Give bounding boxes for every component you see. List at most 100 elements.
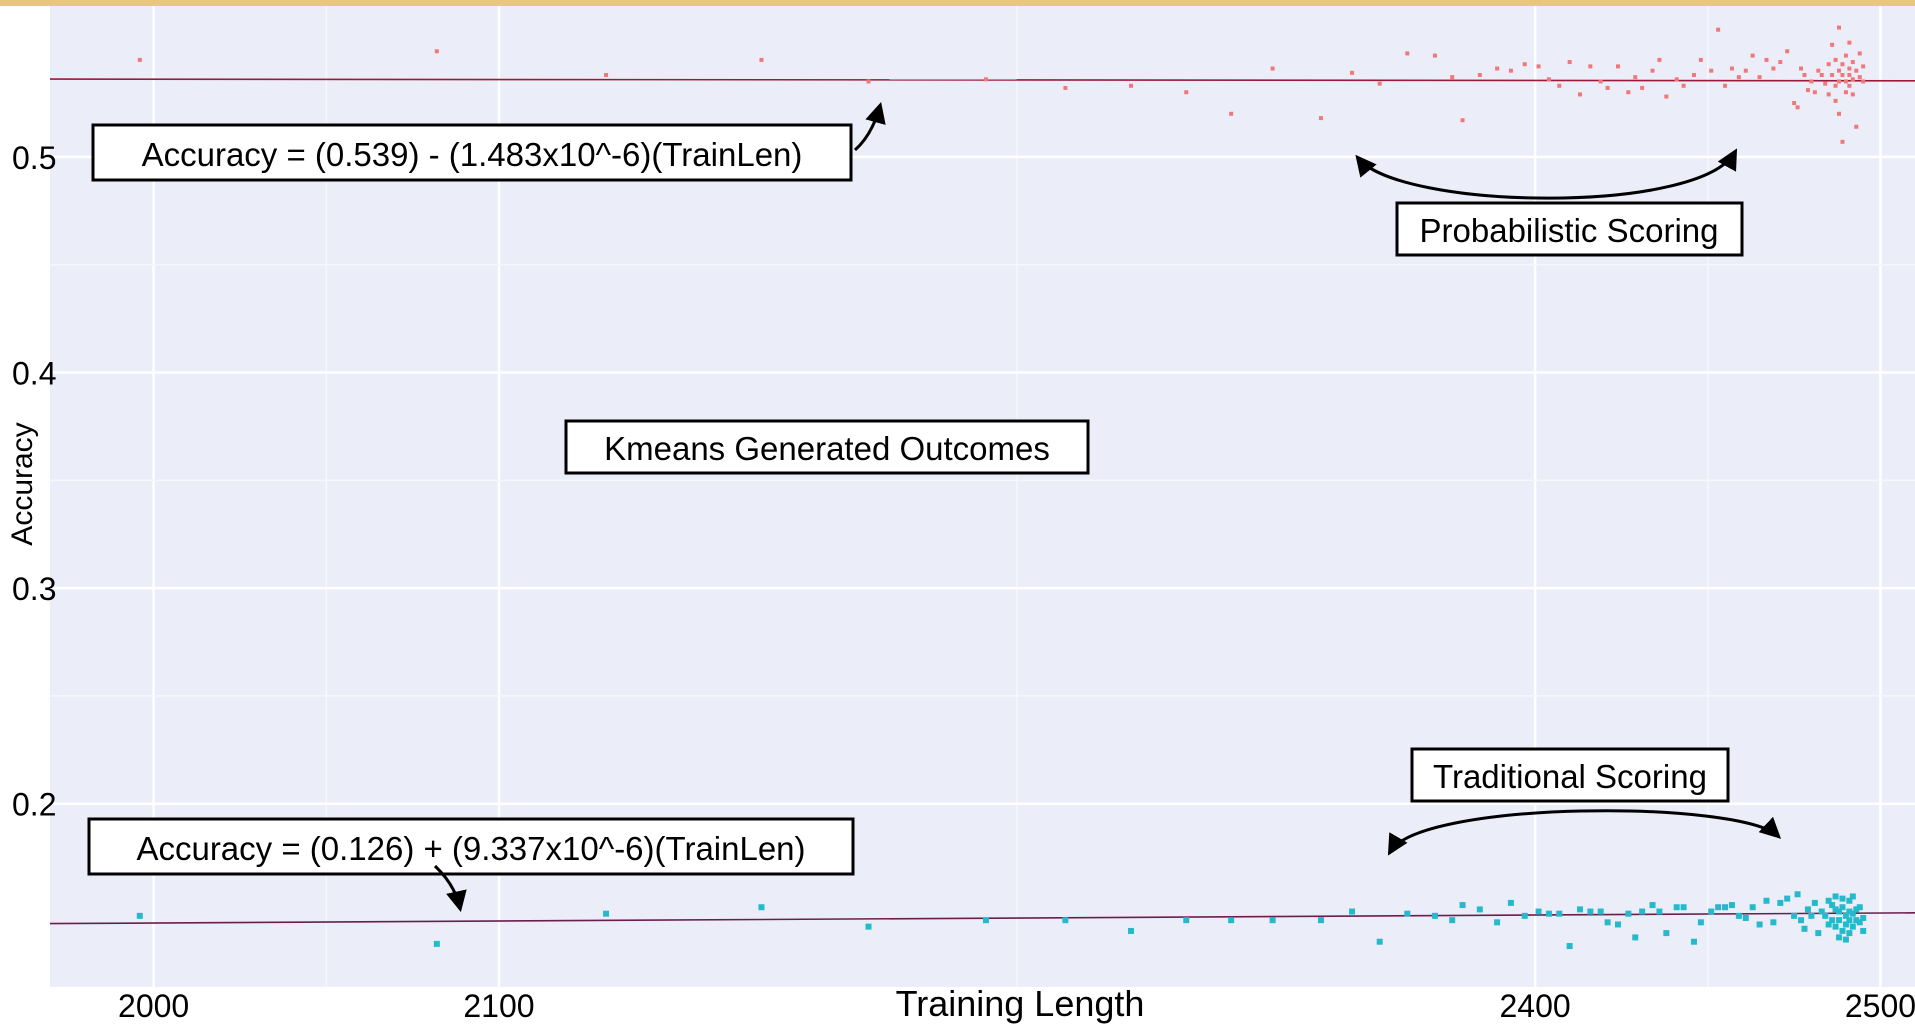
probabilistic-point — [1750, 53, 1755, 58]
probabilistic-point — [1837, 68, 1842, 73]
probabilistic-point — [1536, 64, 1541, 69]
traditional-point — [758, 904, 765, 911]
probabilistic-point — [1861, 64, 1866, 69]
probabilistic-point — [1508, 68, 1513, 73]
traditional-point — [1756, 921, 1763, 928]
traditional-point — [1822, 912, 1829, 919]
probabilistic-point — [1795, 105, 1800, 110]
traditional-fit-line — [49, 912, 1915, 925]
traditional-point — [1459, 902, 1466, 909]
kmeans-title-label: Kmeans Generated Outcomes — [604, 430, 1050, 467]
traditional-point — [1842, 921, 1849, 928]
probabilistic-point — [1546, 77, 1551, 82]
x-axis-title: Training Length — [896, 983, 1145, 1024]
traditional-point — [1808, 912, 1815, 919]
probabilistic-point — [1833, 98, 1838, 103]
traditional-point — [1853, 917, 1860, 924]
y-tick-label: 0.2 — [12, 787, 56, 823]
traditional-point — [1849, 893, 1856, 900]
traditional-scoring-arrow — [1387, 809, 1782, 856]
x-tick-label: 2000 — [118, 988, 189, 1024]
probabilistic-point — [1657, 57, 1662, 62]
traditional-point — [1697, 919, 1704, 926]
traditional-point — [865, 923, 872, 930]
probabilistic-point — [1837, 25, 1842, 30]
x-tick-label: 2500 — [1845, 988, 1915, 1024]
traditional-equation-box — [87, 817, 855, 876]
probabilistic-point — [1460, 118, 1465, 123]
probabilistic-point — [1432, 53, 1437, 58]
x-tick-label: 2400 — [1499, 988, 1570, 1024]
probabilistic-point — [1709, 68, 1714, 73]
traditional-point — [1614, 921, 1621, 928]
traditional-point — [1062, 917, 1069, 924]
probabilistic-point — [1805, 88, 1810, 93]
probabilistic-point — [1771, 66, 1776, 71]
probabilistic-point — [1809, 79, 1814, 84]
trend-lines — [49, 78, 1915, 925]
probabilistic-point — [1778, 60, 1783, 65]
traditional-point — [1777, 899, 1784, 906]
probabilistic-point — [1802, 72, 1807, 77]
probabilistic-point — [1633, 75, 1638, 80]
traditional-point — [1228, 917, 1235, 924]
traditional-series — [136, 891, 1867, 950]
probabilistic-point — [604, 72, 609, 77]
traditional-point — [1794, 891, 1801, 898]
traditional-point — [1269, 917, 1276, 924]
probabilistic-point — [1350, 70, 1355, 75]
probabilistic-point — [1857, 75, 1862, 80]
probabilistic-point — [1736, 75, 1741, 80]
probabilistic-point — [1830, 42, 1835, 47]
traditional-point — [1836, 908, 1843, 915]
probabilistic-point — [1847, 66, 1852, 71]
traditional-point — [1784, 895, 1791, 902]
traditional-point — [1839, 904, 1846, 911]
traditional-point — [136, 912, 143, 919]
traditional-point — [1587, 908, 1594, 915]
probabilistic-point — [866, 79, 871, 84]
probabilistic-point — [1674, 77, 1679, 82]
x-tick-label: 2100 — [463, 988, 534, 1024]
probabilistic-point — [1681, 83, 1686, 88]
traditional-point — [1742, 915, 1749, 922]
probabilistic-point — [759, 57, 764, 62]
traditional-point — [1722, 904, 1729, 911]
probabilistic-scoring-label: Probabilistic Scoring — [1420, 212, 1719, 249]
probabilistic-point — [1850, 77, 1855, 82]
traditional-point — [1535, 908, 1542, 915]
traditional-point — [1801, 925, 1808, 932]
traditional-point — [1770, 919, 1777, 926]
traditional-point — [433, 940, 440, 947]
probabilistic-point — [1785, 49, 1790, 54]
tick-labels: 2000 2100 2400 2500 0.2 0.3 0.4 0.5 — [12, 140, 1915, 1024]
probabilistic-point — [1840, 62, 1845, 67]
data-points — [136, 25, 1867, 950]
probabilistic-point — [1854, 124, 1859, 129]
probabilistic-scoring-box — [1395, 201, 1744, 257]
probabilistic-point — [1812, 90, 1817, 95]
traditional-point — [1856, 904, 1863, 911]
traditional-point — [1839, 927, 1846, 934]
traditional-point — [1846, 917, 1853, 924]
traditional-point — [1825, 921, 1832, 928]
probabilistic-point — [1819, 72, 1824, 77]
traditional-equation-label: Accuracy = (0.126) + (9.337x10^-6)(Train… — [136, 830, 805, 867]
probabilistic-point — [1792, 101, 1797, 106]
traditional-point — [1673, 904, 1680, 911]
probabilistic-point — [1837, 111, 1842, 116]
traditional-point — [1829, 902, 1836, 909]
probabilistic-point — [1837, 79, 1842, 84]
probabilistic-point — [1698, 57, 1703, 62]
traditional-point — [1860, 915, 1867, 922]
probabilistic-point — [1854, 68, 1859, 73]
traditional-point — [1597, 908, 1604, 915]
probabilistic-point — [1850, 60, 1855, 65]
probabilistic-point — [1826, 62, 1831, 67]
probabilistic-equation-arrow — [853, 101, 886, 152]
probabilistic-point — [1640, 85, 1645, 90]
traditional-point — [1818, 908, 1825, 915]
traditional-point — [1349, 908, 1356, 915]
traditional-point — [1815, 930, 1822, 937]
traditional-point — [1749, 904, 1756, 911]
